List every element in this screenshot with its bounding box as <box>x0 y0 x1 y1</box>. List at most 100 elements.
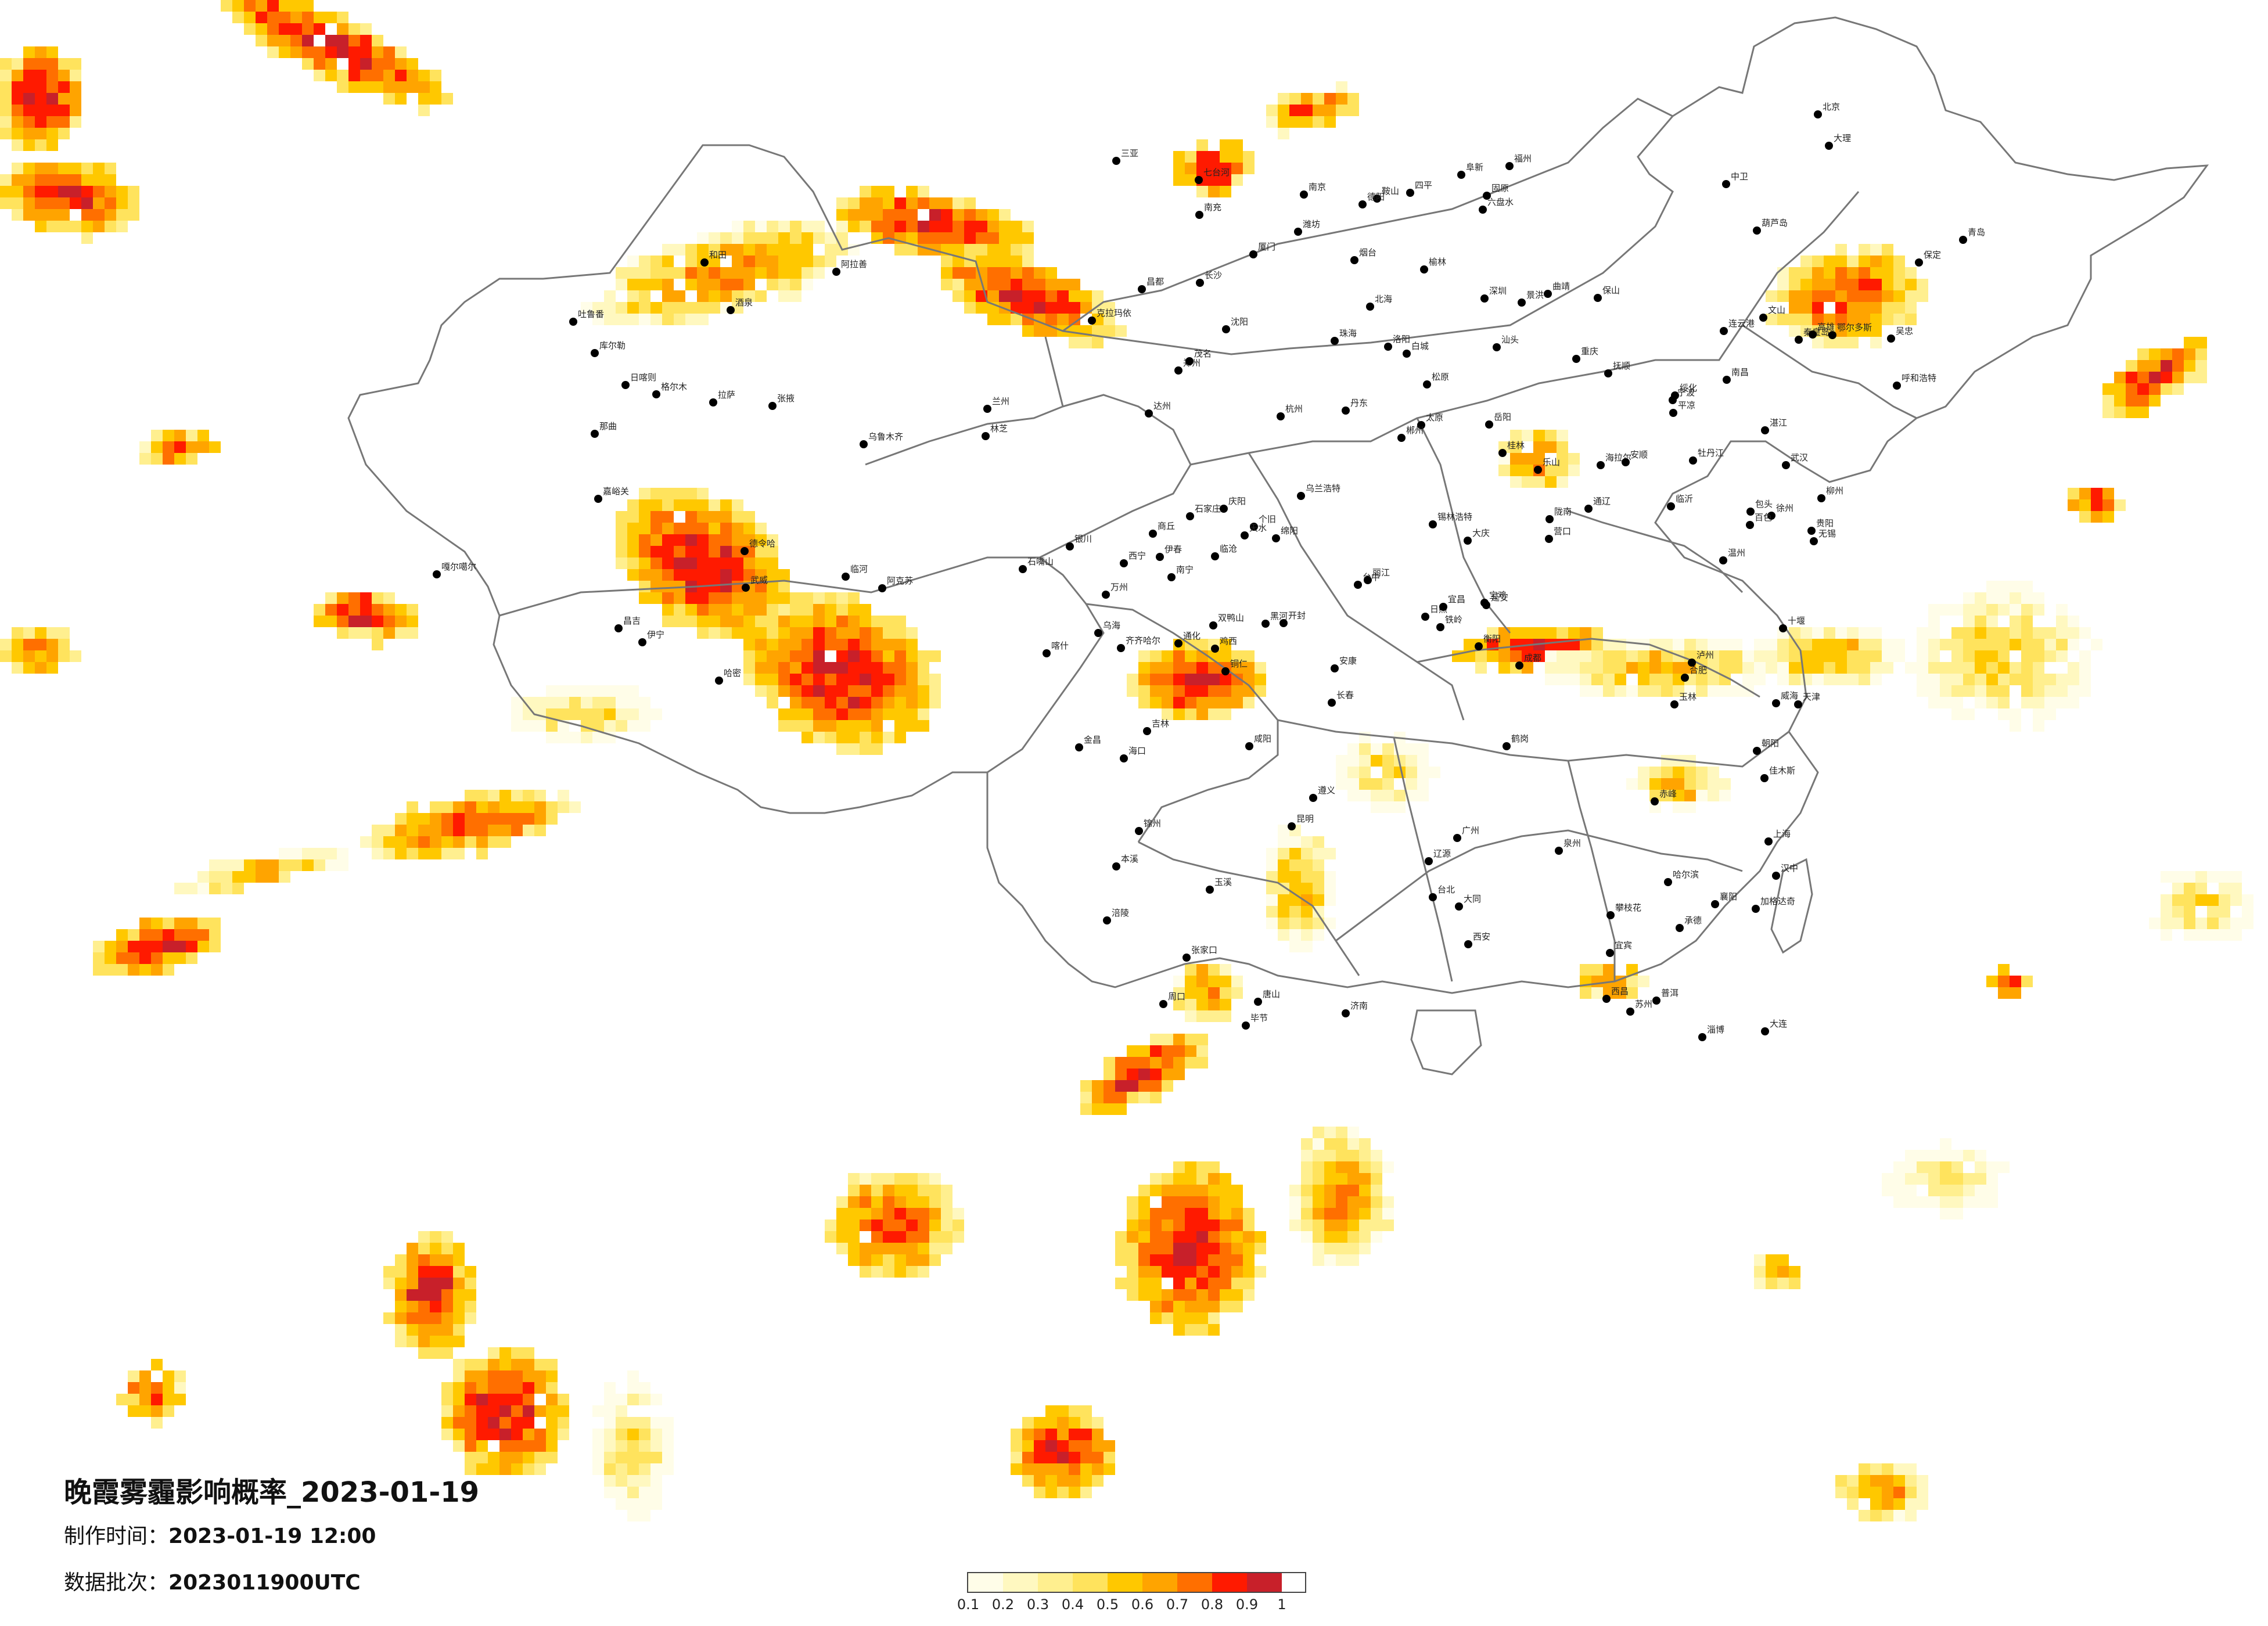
haze-cell <box>35 58 46 70</box>
haze-cell <box>1220 650 1231 662</box>
haze-cell <box>523 813 534 825</box>
haze-cell <box>894 662 906 674</box>
haze-cell <box>81 186 93 197</box>
haze-cell <box>604 685 616 697</box>
haze-cell <box>348 58 360 70</box>
haze-cell <box>674 488 685 499</box>
haze-cell <box>836 685 848 697</box>
haze-cell <box>383 81 395 93</box>
haze-cell <box>35 163 46 174</box>
haze-cell <box>325 35 337 46</box>
haze-cell <box>709 523 720 534</box>
haze-cell <box>650 314 662 325</box>
haze-cell <box>964 302 976 314</box>
haze-cell <box>1138 650 1150 662</box>
haze-cell <box>592 732 604 743</box>
haze-cell <box>581 708 592 720</box>
haze-cell <box>743 232 755 244</box>
haze-cell <box>1580 662 1591 674</box>
haze-cell <box>627 546 639 557</box>
haze-cell <box>1557 662 1568 674</box>
haze-cell <box>1220 697 1231 708</box>
haze-cell <box>314 46 325 58</box>
haze-cell <box>430 801 441 813</box>
haze-cell <box>604 302 616 314</box>
haze-cell <box>1243 674 1255 685</box>
haze-cell <box>906 627 918 639</box>
haze-cell <box>755 592 767 604</box>
haze-cell <box>697 546 709 557</box>
haze-cell <box>813 616 825 627</box>
haze-cell <box>558 790 569 801</box>
haze-cell <box>1092 337 1104 348</box>
haze-cell <box>1231 685 1243 697</box>
haze-cell <box>825 592 836 604</box>
haze-cell <box>639 697 650 708</box>
haze-cell <box>767 592 778 604</box>
haze-cell <box>23 650 35 662</box>
haze-cell <box>0 174 12 186</box>
haze-cell <box>128 197 139 209</box>
haze-cell <box>407 813 418 825</box>
haze-cell <box>1196 139 1208 151</box>
haze-cell <box>918 720 929 732</box>
haze-cell <box>871 662 883 674</box>
haze-cell <box>732 592 743 604</box>
haze-cell <box>906 197 918 209</box>
haze-cell <box>813 639 825 650</box>
haze-cell <box>46 93 58 105</box>
haze-cell <box>1545 639 1557 650</box>
haze-cell <box>314 604 325 616</box>
haze-cell <box>1220 186 1231 197</box>
haze-cell <box>778 662 790 674</box>
haze-cell <box>755 557 767 569</box>
haze-cell <box>488 801 499 813</box>
haze-cell <box>639 708 650 720</box>
haze-cell <box>383 616 395 627</box>
haze-cell <box>35 186 46 197</box>
haze-cell <box>639 557 650 569</box>
haze-cell <box>1011 256 1022 267</box>
haze-cell <box>1847 627 1859 639</box>
haze-cell <box>790 685 801 697</box>
haze-cell <box>755 674 767 685</box>
haze-cell <box>581 732 592 743</box>
haze-cell <box>697 534 709 546</box>
haze-cell <box>1196 697 1208 708</box>
haze-cell <box>1696 685 1708 697</box>
haze-cell <box>790 279 801 290</box>
haze-cell <box>778 221 790 232</box>
haze-cell <box>906 697 918 708</box>
haze-cell <box>1011 244 1022 256</box>
haze-cell <box>151 952 163 964</box>
haze-cell <box>279 46 290 58</box>
haze-cell <box>697 557 709 569</box>
haze-cell <box>813 708 825 720</box>
haze-cell <box>755 256 767 267</box>
haze-cell <box>290 848 302 859</box>
haze-cell <box>883 186 894 197</box>
haze-cell <box>511 801 523 813</box>
haze-cell <box>81 197 93 209</box>
haze-cell <box>1731 639 1742 650</box>
haze-cell <box>70 58 81 70</box>
haze-cell <box>1824 639 1835 650</box>
haze-cell <box>639 511 650 523</box>
haze-cell <box>743 627 755 639</box>
haze-cell <box>1243 697 1255 708</box>
haze-cell <box>197 941 209 952</box>
haze-cell <box>1661 662 1673 674</box>
haze-cell <box>499 813 511 825</box>
haze-cell <box>732 557 743 569</box>
haze-cell <box>1336 93 1347 105</box>
haze-cell <box>0 70 12 81</box>
haze-cell <box>58 128 70 139</box>
haze-cell <box>465 790 476 801</box>
haze-cell <box>697 627 709 639</box>
haze-cell <box>546 813 558 825</box>
haze-cell <box>1719 650 1731 662</box>
haze-cell <box>860 685 871 697</box>
haze-cell <box>476 825 488 836</box>
haze-cell <box>627 523 639 534</box>
haze-cell <box>662 244 674 256</box>
